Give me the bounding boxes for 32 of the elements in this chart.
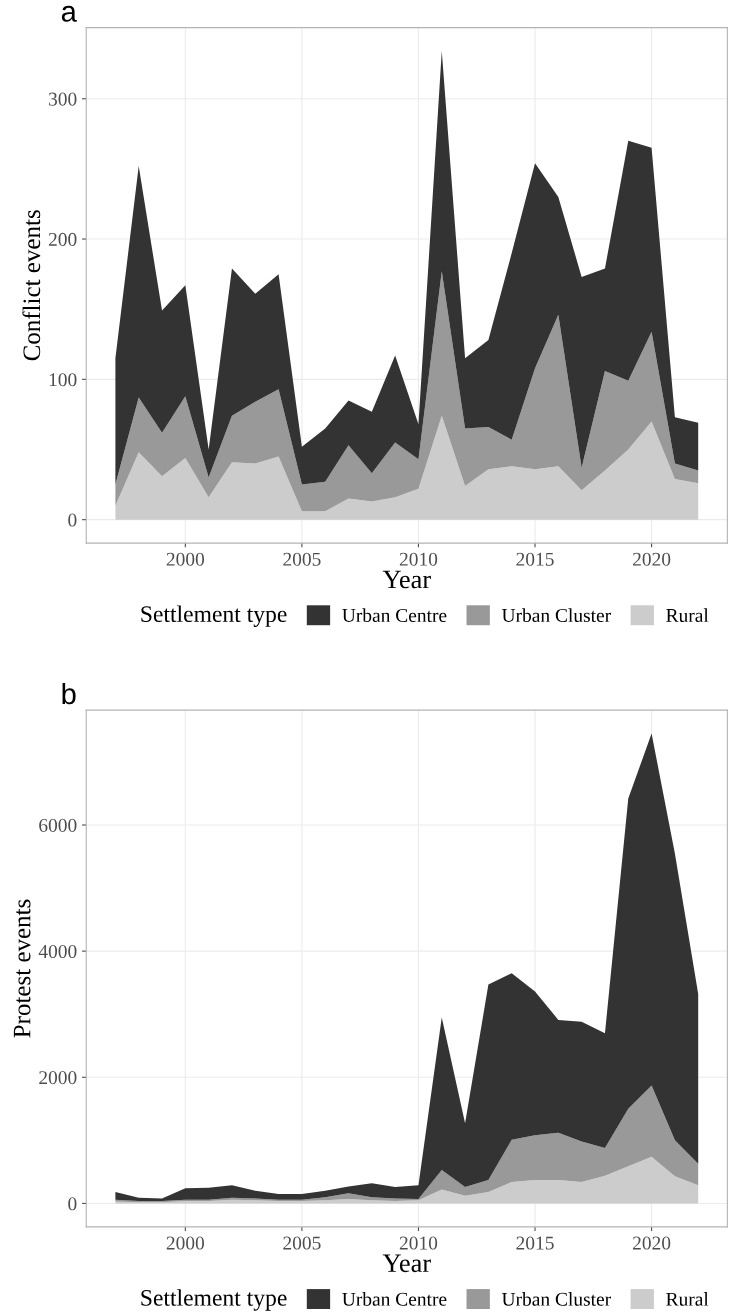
chart-title: b <box>62 682 76 705</box>
legend-label: Urban Cluster <box>501 1292 611 1306</box>
x-axis-title: Year <box>382 570 431 589</box>
y-axis-title: Protest events <box>13 899 31 1038</box>
legend-title: Settlement type <box>141 605 287 627</box>
legend-label: Urban Centre <box>342 1292 447 1306</box>
legend-label: Rural <box>666 608 709 622</box>
y-tick-label: 300 <box>48 92 77 106</box>
x-tick-label: 2005 <box>283 552 321 566</box>
y-tick-label: 2000 <box>39 1071 77 1085</box>
chart-title: a <box>61 5 77 22</box>
x-tick-label: 2020 <box>632 1236 671 1250</box>
x-tick-label: 2015 <box>516 1236 554 1250</box>
x-tick-label: 2000 <box>166 552 205 566</box>
y-axis-title: Conflict events <box>22 210 41 361</box>
legend-label: Urban Centre <box>342 608 447 622</box>
y-tick-label: 100 <box>49 373 77 387</box>
y-tick-label: 4000 <box>38 944 77 959</box>
legend-title: Settlement type <box>141 1289 287 1311</box>
y-tick-label: 0 <box>68 1197 77 1211</box>
x-tick-label: 2000 <box>166 1236 205 1250</box>
x-axis-title: Year <box>382 1254 431 1273</box>
x-tick-label: 2010 <box>399 1236 438 1250</box>
x-tick-label: 2005 <box>283 1236 321 1250</box>
x-tick-label: 2015 <box>516 552 554 566</box>
legend-label: Rural <box>666 1292 709 1306</box>
y-tick-label: 0 <box>68 513 77 527</box>
x-tick-label: 2020 <box>632 552 671 566</box>
y-tick-label: 6000 <box>39 818 77 832</box>
x-tick-label: 2010 <box>399 552 438 566</box>
y-tick-label: 200 <box>48 232 77 246</box>
legend-label: Urban Cluster <box>501 608 611 622</box>
